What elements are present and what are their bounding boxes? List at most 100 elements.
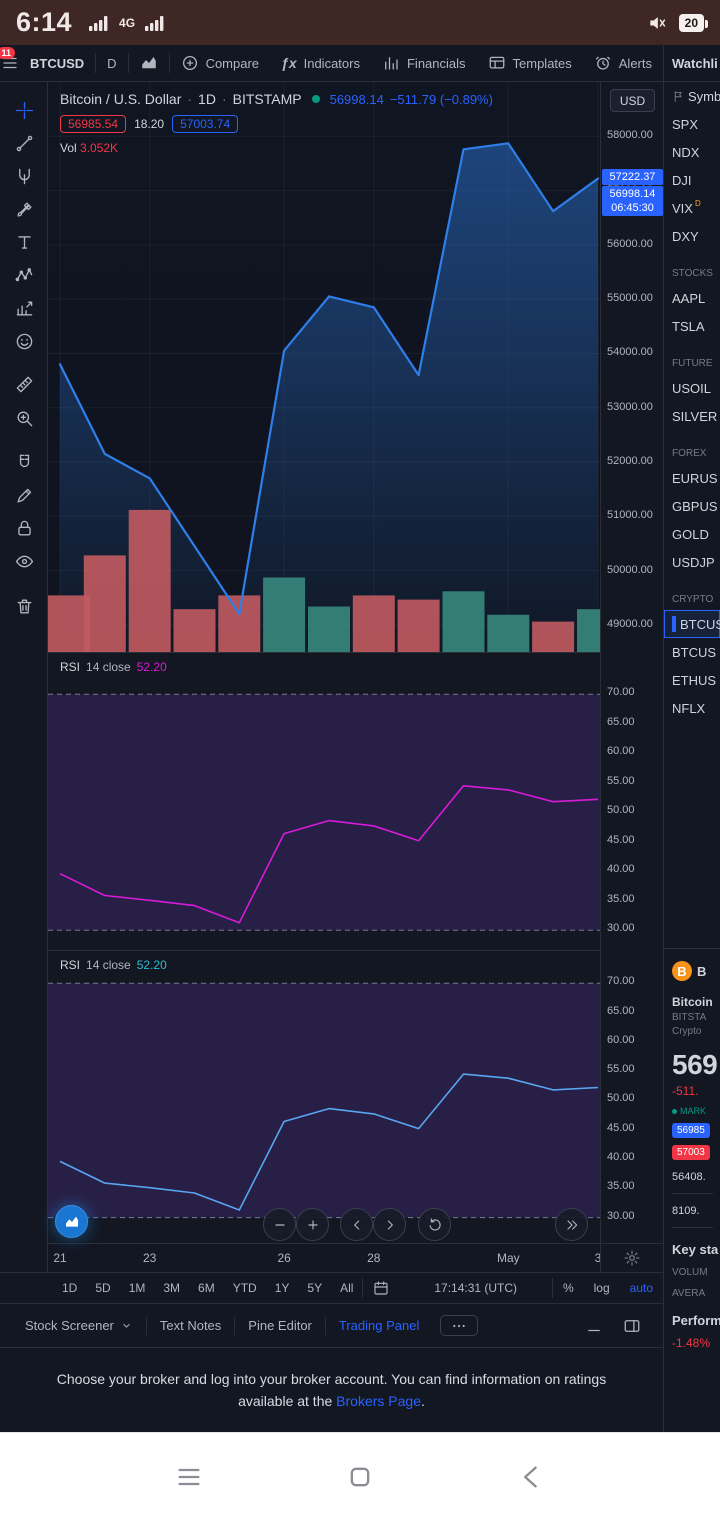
menu-button[interactable]: 11 bbox=[0, 45, 19, 81]
rsi-pane-1[interactable]: RSI 14 close 52.20 bbox=[48, 652, 600, 950]
range-5y-button[interactable]: 5Y bbox=[298, 1281, 331, 1295]
watchlist-item-ndx[interactable]: NDX bbox=[664, 138, 720, 166]
watchlist-item-silver[interactable]: SILVER bbox=[664, 402, 720, 430]
interval-button[interactable]: D bbox=[96, 45, 127, 81]
tool-trendline-button[interactable] bbox=[0, 129, 48, 157]
percent-scale-button[interactable]: % bbox=[553, 1281, 584, 1295]
rsi-pane-2[interactable]: RSI 14 close 52.20 bbox=[48, 950, 600, 1243]
recents-button[interactable] bbox=[171, 1457, 207, 1497]
watchlist-item-gold[interactable]: GOLD bbox=[664, 520, 720, 548]
templates-button[interactable]: Templates bbox=[477, 45, 583, 81]
time-tick: 21 bbox=[53, 1251, 67, 1265]
legend-last-price: 56998.14 bbox=[329, 91, 384, 107]
chart-style-button[interactable] bbox=[129, 45, 169, 81]
broker-message: Choose your broker and log into your bro… bbox=[55, 1368, 608, 1412]
rsi-chart-svg bbox=[48, 982, 600, 1219]
zoom-in-button[interactable] bbox=[296, 1208, 329, 1241]
legend-separator: · bbox=[187, 91, 193, 107]
home-button[interactable] bbox=[342, 1457, 378, 1497]
network-type-label: 4G bbox=[119, 15, 136, 30]
minimize-panel-button[interactable] bbox=[575, 1317, 613, 1335]
tool-pattern-button[interactable] bbox=[0, 261, 48, 289]
templates-label: Templates bbox=[512, 55, 572, 71]
watchlist-item-vix[interactable]: VIX D bbox=[664, 194, 720, 222]
alerts-button[interactable]: Alerts bbox=[583, 45, 663, 81]
indicators-button[interactable]: ƒx Indicators bbox=[270, 45, 371, 81]
watchlist-item-ethus[interactable]: ETHUS bbox=[664, 666, 720, 694]
tab-trading-panel[interactable]: Trading Panel bbox=[326, 1304, 432, 1347]
tab-pine-editor[interactable]: Pine Editor bbox=[235, 1304, 325, 1347]
watchlist-symbol-label: BTCUS bbox=[680, 616, 720, 632]
range-1m-button[interactable]: 1M bbox=[120, 1281, 155, 1295]
tool-zoom-button[interactable] bbox=[0, 404, 48, 432]
chart-type-fab[interactable] bbox=[55, 1205, 88, 1238]
watchlist-item-eurus[interactable]: EURUS bbox=[664, 464, 720, 492]
watchlist-item-btcus[interactable]: BTCUS bbox=[664, 638, 720, 666]
auto-scale-button[interactable]: auto bbox=[620, 1281, 663, 1295]
tool-forecast-button[interactable] bbox=[0, 294, 48, 322]
tab-stock-screener[interactable]: Stock Screener bbox=[12, 1304, 146, 1347]
more-tabs-button[interactable] bbox=[440, 1315, 479, 1336]
main-chart-pane[interactable]: Bitcoin / U.S. Dollar · 1D · BITSTAMP 56… bbox=[48, 82, 600, 652]
brush-icon bbox=[15, 200, 34, 219]
reset-icon bbox=[427, 1217, 443, 1233]
range-ytd-button[interactable]: YTD bbox=[224, 1281, 266, 1295]
tool-lock-button[interactable] bbox=[0, 514, 48, 542]
symbol-title[interactable]: Bitcoin / U.S. Dollar bbox=[60, 91, 182, 107]
panel-layout-button[interactable] bbox=[613, 1317, 651, 1335]
tool-magnet-button[interactable] bbox=[0, 448, 48, 476]
tool-ruler-button[interactable] bbox=[0, 370, 48, 398]
rsi-tick: 55.00 bbox=[607, 1063, 635, 1076]
range-1y-button[interactable]: 1Y bbox=[266, 1281, 299, 1295]
range-6m-button[interactable]: 6M bbox=[189, 1281, 224, 1295]
draw-icon bbox=[15, 486, 34, 505]
tool-pitchfork-button[interactable] bbox=[0, 162, 48, 190]
watchlist-item-usoil[interactable]: USOIL bbox=[664, 374, 720, 402]
range-1d-button[interactable]: 1D bbox=[53, 1281, 86, 1295]
tool-text-button[interactable] bbox=[0, 228, 48, 256]
watchlist-item-spx[interactable]: SPX bbox=[664, 110, 720, 138]
watchlist-item-usdjp[interactable]: USDJP bbox=[664, 548, 720, 576]
compare-button[interactable]: Compare bbox=[170, 45, 270, 81]
financials-button[interactable]: Financials bbox=[371, 45, 477, 81]
tool-draw-button[interactable] bbox=[0, 481, 48, 509]
watchlist-item-gbpus[interactable]: GBPUS bbox=[664, 492, 720, 520]
watchlist-item-btcus[interactable]: BTCUS bbox=[664, 610, 720, 638]
battery-indicator: 20 bbox=[678, 13, 709, 32]
currency-button[interactable]: USD bbox=[610, 89, 655, 112]
log-scale-button[interactable]: log bbox=[584, 1281, 620, 1295]
zoom-out-button[interactable] bbox=[263, 1208, 296, 1241]
tool-trash-button[interactable] bbox=[0, 592, 48, 620]
watchlist-section-crypto: CRYPTO bbox=[672, 594, 714, 605]
alert-clock-icon bbox=[594, 54, 612, 72]
tool-crosshair-button[interactable] bbox=[0, 96, 48, 124]
rsi1-name: RSI bbox=[60, 660, 81, 674]
range-5d-button[interactable]: 5D bbox=[86, 1281, 119, 1295]
back-button[interactable] bbox=[513, 1457, 549, 1497]
time-axis[interactable]: 21 23 26 28 May 3 bbox=[48, 1243, 601, 1272]
range-all-button[interactable]: All bbox=[331, 1281, 362, 1295]
watchlist-item-nflx[interactable]: NFLX bbox=[664, 694, 720, 722]
chart-settings-button[interactable] bbox=[623, 1249, 641, 1267]
watchlist-item-dji[interactable]: DJI bbox=[664, 166, 720, 194]
go-to-realtime-button[interactable] bbox=[555, 1208, 588, 1241]
detail-stat-1: 56408. bbox=[672, 1171, 706, 1183]
scroll-right-button[interactable] bbox=[373, 1208, 406, 1241]
watchlist-item-tsla[interactable]: TSLA bbox=[664, 312, 720, 340]
go-to-date-button[interactable] bbox=[373, 1280, 389, 1296]
brokers-page-link[interactable]: Brokers Page bbox=[336, 1393, 421, 1409]
price-axis[interactable]: USD 57222.37 56998.14 06:45:30 58000.00 5… bbox=[600, 82, 663, 1243]
price-tick: 53000.00 bbox=[607, 400, 653, 413]
tab-label: Stock Screener bbox=[25, 1318, 114, 1333]
tool-brush-button[interactable] bbox=[0, 195, 48, 223]
reset-chart-button[interactable] bbox=[418, 1208, 451, 1241]
scroll-left-button[interactable] bbox=[340, 1208, 373, 1241]
symbol-search-button[interactable]: BTCUSD bbox=[19, 45, 95, 81]
watchlist-item-aapl[interactable]: AAPL bbox=[664, 284, 720, 312]
tool-eye-button[interactable] bbox=[0, 547, 48, 575]
range-3m-button[interactable]: 3M bbox=[154, 1281, 189, 1295]
tool-emoji-button[interactable] bbox=[0, 327, 48, 355]
broker-panel: Choose your broker and log into your bro… bbox=[0, 1347, 663, 1432]
tab-text-notes[interactable]: Text Notes bbox=[147, 1304, 234, 1347]
watchlist-item-dxy[interactable]: DXY bbox=[664, 222, 720, 250]
